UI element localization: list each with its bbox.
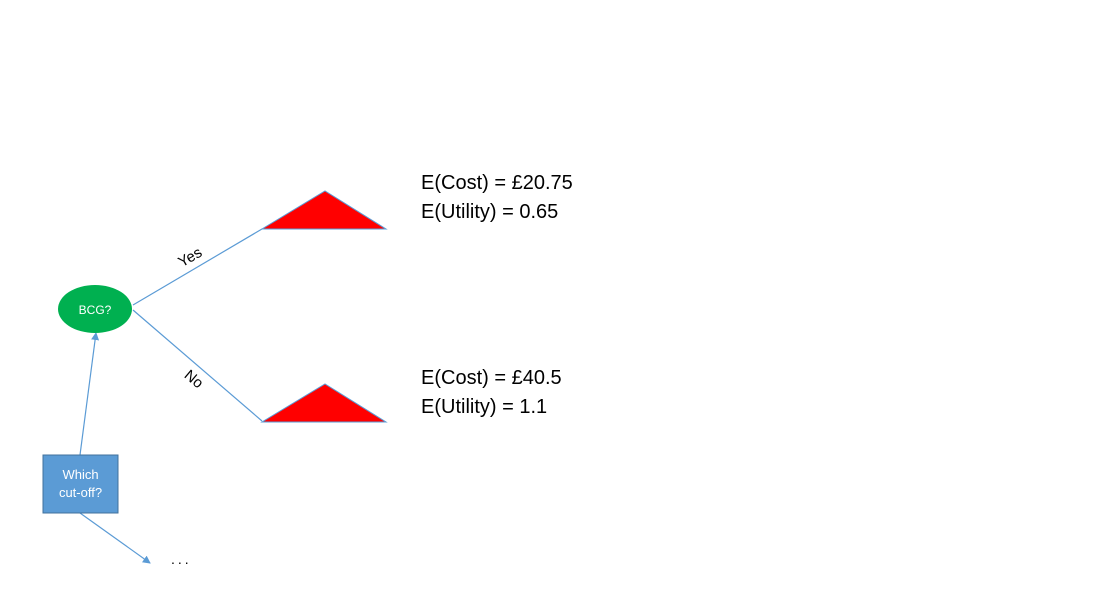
chance-node: BCG?: [58, 285, 132, 333]
yes-outcome-utility: E(Utility) = 0.65: [421, 201, 558, 223]
edge-yes-branch: [132, 228, 263, 306]
edge-no-branch: [132, 309, 263, 422]
edge-decision-to-chance: [79, 332, 100, 456]
chance-node-shape: [58, 285, 132, 333]
no-outcome-cost: E(Cost) = £40.5: [421, 367, 562, 389]
terminal-node-yes: [260, 190, 388, 230]
decision-node: Which cut-off?: [42, 454, 119, 514]
yes-branch-label: Yes: [175, 244, 205, 271]
no-outcome-utility: E(Utility) = 1.1: [421, 396, 547, 418]
edge-decision-to-continuation: [79, 512, 151, 564]
chance-node-label: BCG?: [79, 303, 112, 317]
terminal-node-no: [260, 383, 388, 423]
decision-node-box: [42, 454, 119, 514]
continuation-ellipsis: ...: [171, 551, 192, 567]
yes-outcome-cost: E(Cost) = £20.75: [421, 172, 573, 194]
decision-node-label-line2: cut-off?: [59, 485, 102, 500]
decision-node-label-line1: Which: [62, 467, 98, 482]
